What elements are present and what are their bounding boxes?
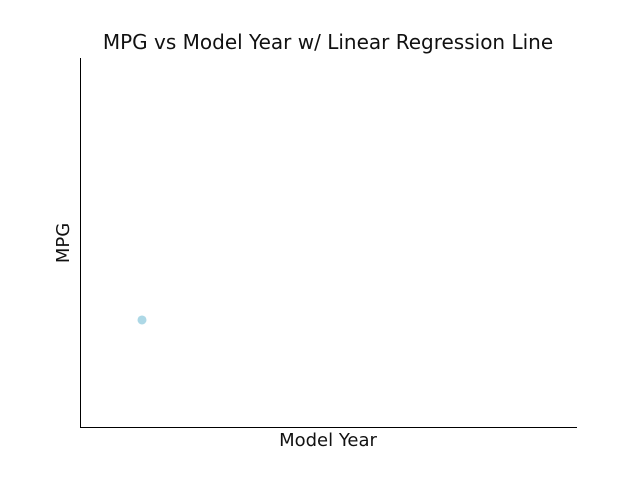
data-points <box>137 315 147 325</box>
chart-title: MPG vs Model Year w/ Linear Regression L… <box>102 30 554 54</box>
data-point <box>137 315 147 325</box>
x-axis-label: Model Year <box>279 430 377 451</box>
y-axis-label: MPG <box>53 222 74 264</box>
